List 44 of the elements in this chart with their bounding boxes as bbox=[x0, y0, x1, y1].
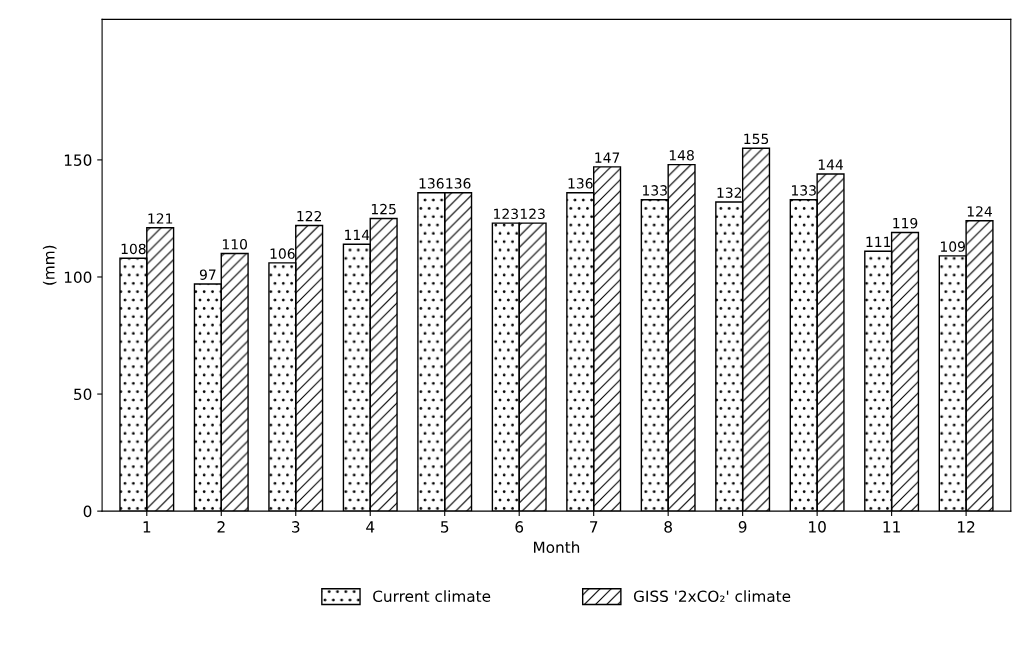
x-tick-label: 1 bbox=[143, 521, 151, 533]
data-label: 132 bbox=[717, 187, 742, 198]
data-label: 147 bbox=[595, 152, 620, 163]
data-label: 125 bbox=[371, 203, 396, 215]
data-label: 122 bbox=[297, 210, 322, 222]
data-label: 109 bbox=[940, 241, 965, 252]
x-tick-label: 2 bbox=[217, 521, 225, 533]
y-tick-label: 150 bbox=[64, 154, 92, 166]
data-label: 110 bbox=[222, 238, 248, 250]
legend-label: Current climate bbox=[373, 590, 491, 603]
y-tick-label: 100 bbox=[64, 271, 92, 283]
data-label: 148 bbox=[669, 150, 694, 161]
data-label: 123 bbox=[494, 208, 518, 220]
y-axis-title: (mm) bbox=[42, 245, 57, 285]
data-label: 133 bbox=[792, 185, 816, 196]
x-tick-label: 3 bbox=[292, 521, 300, 533]
data-label: 114 bbox=[345, 229, 370, 240]
data-label: 106 bbox=[270, 248, 295, 259]
x-tick-label: 11 bbox=[883, 521, 900, 533]
x-tick-label: 8 bbox=[664, 521, 672, 533]
data-label: 124 bbox=[967, 206, 992, 217]
x-tick-label: 10 bbox=[809, 521, 826, 533]
y-tick-label: 50 bbox=[74, 388, 92, 401]
data-label: 136 bbox=[419, 178, 444, 189]
data-label: 121 bbox=[148, 213, 173, 224]
data-label: 136 bbox=[446, 178, 471, 189]
data-label: 119 bbox=[893, 217, 918, 229]
data-label: 123 bbox=[520, 208, 545, 220]
x-tick-label: 5 bbox=[441, 521, 449, 533]
legend-label: GISS '2xCO₂' climate bbox=[633, 590, 791, 603]
data-label: 97 bbox=[199, 269, 216, 280]
data-label: 144 bbox=[818, 159, 844, 170]
data-label: 133 bbox=[643, 185, 667, 196]
x-tick-label: 7 bbox=[590, 521, 598, 533]
x-axis-title: Month bbox=[534, 541, 580, 554]
x-tick-label: 12 bbox=[958, 521, 975, 533]
data-label: 111 bbox=[866, 236, 891, 247]
x-tick-label: 4 bbox=[366, 521, 375, 533]
x-tick-label: 9 bbox=[738, 521, 747, 533]
data-label: 136 bbox=[568, 178, 593, 189]
data-label: 155 bbox=[744, 133, 769, 145]
x-tick-label: 6 bbox=[515, 521, 524, 533]
y-tick-label: 0 bbox=[83, 505, 92, 518]
data-label: 108 bbox=[121, 243, 146, 255]
